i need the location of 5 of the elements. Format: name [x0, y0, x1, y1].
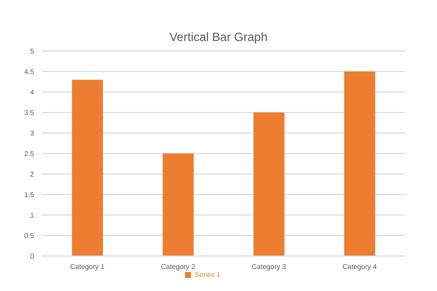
bar: [72, 80, 103, 256]
bar: [162, 154, 194, 256]
bar: [253, 112, 284, 256]
bar: [344, 72, 376, 256]
chart-title: Vertical Bar Graph: [168, 30, 269, 44]
